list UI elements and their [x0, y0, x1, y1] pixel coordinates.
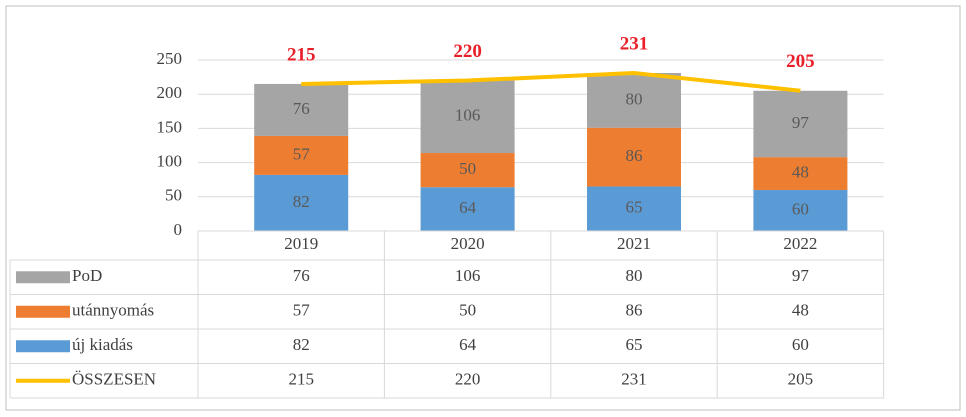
table-value: 231: [621, 370, 647, 389]
y-tick-label: 250: [157, 49, 183, 68]
data-label: 86: [626, 146, 643, 165]
table-value: 80: [626, 266, 643, 285]
data-label: 82: [293, 192, 310, 211]
table-value: 86: [626, 301, 643, 320]
table-value: 48: [792, 301, 809, 320]
total-label: 231: [620, 33, 649, 54]
bar-segment: [420, 153, 515, 188]
data-label: 106: [455, 106, 481, 125]
total-label: 215: [287, 44, 316, 65]
data-label: 65: [626, 198, 643, 217]
data-label: 76: [293, 99, 310, 118]
data-label: 50: [459, 159, 476, 178]
total-label: 220: [453, 41, 482, 62]
table-value: 57: [293, 301, 311, 320]
bar-segment: [753, 90, 848, 158]
bar-segment: [254, 135, 349, 175]
total-label: 205: [786, 51, 815, 72]
legend-swatch: [16, 271, 70, 284]
bar-segment: [420, 187, 515, 231]
table-value: 106: [455, 266, 481, 285]
table-value: 215: [288, 370, 314, 389]
table-value: 82: [293, 335, 310, 354]
x-tick-label: 2020: [451, 234, 485, 253]
total-line: [301, 70, 801, 93]
y-tick-label: 0: [174, 220, 183, 239]
legend-label: új kiadás: [72, 335, 133, 354]
bar-segment: [420, 80, 515, 154]
y-tick-label: 200: [157, 83, 183, 102]
y-tick-label: 50: [165, 186, 182, 205]
table-value: 50: [459, 301, 476, 320]
legend-swatch: [16, 305, 70, 318]
bar-segment: [587, 127, 681, 187]
bar-segment: [587, 72, 681, 128]
table-value: 60: [792, 335, 809, 354]
y-tick-label: 100: [157, 152, 183, 171]
data-label: 57: [293, 144, 311, 163]
table-value: 64: [459, 335, 477, 354]
data-label: 64: [459, 198, 477, 217]
bar-segment: [753, 189, 848, 231]
table-value: 220: [455, 370, 481, 389]
legend-swatch: [16, 340, 70, 353]
bar-segment: [753, 157, 848, 190]
legend-label: PoD: [72, 266, 102, 285]
x-tick-label: 2022: [783, 234, 817, 253]
table-value: 97: [792, 266, 810, 285]
data-label: 80: [626, 89, 643, 108]
legend-label: utánnyomás: [72, 301, 154, 320]
table-value: 205: [788, 370, 814, 389]
data-label: 48: [792, 162, 809, 181]
y-tick-label: 150: [157, 117, 183, 136]
x-tick-label: 2021: [617, 234, 651, 253]
table-value: 76: [293, 266, 310, 285]
legend-label: ÖSSZESEN: [72, 370, 156, 389]
data-label: 60: [792, 199, 809, 218]
bar-segment: [587, 186, 681, 231]
bar-segment: [254, 83, 349, 136]
x-tick-label: 2019: [284, 234, 318, 253]
bar-segment: [254, 174, 349, 231]
table-value: 65: [626, 335, 643, 354]
data-label: 97: [792, 113, 810, 132]
